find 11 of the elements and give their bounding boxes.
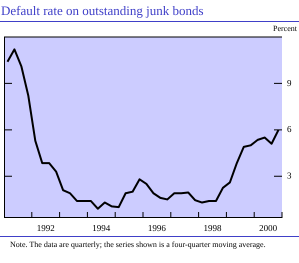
y-tick-label: 6 [287,124,292,134]
text: Note. The data are quarterly; the series shown is a four-quarter moving average. [9,240,267,250]
x-tick-label: 2000 [259,222,278,233]
chart-title: Default rate on outstanding junk bonds [1,3,204,19]
x-tick-label: 1992 [36,222,55,233]
y-tick-label: 9 [287,78,292,88]
x-tick-label: 1996 [148,222,166,233]
y-tick-label: 3 [287,170,292,181]
x-tick-label: 1994 [92,222,111,233]
y-axis-title: Percent [273,24,298,34]
x-tick-label: 1998 [204,222,222,233]
